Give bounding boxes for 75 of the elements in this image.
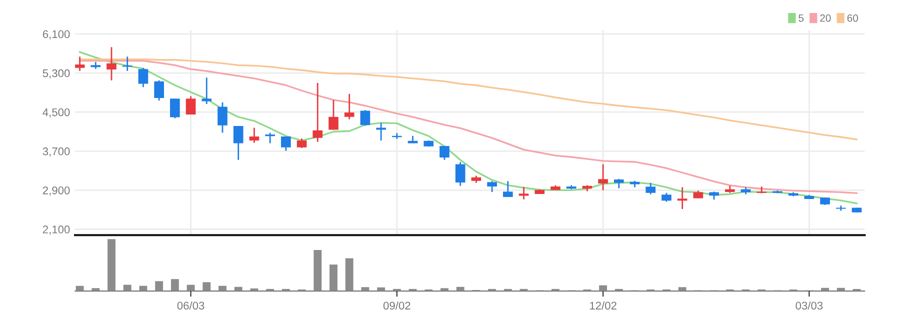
x-tick-label: 12/02 [590,301,616,310]
candlestick [455,161,466,187]
candlestick [344,93,354,120]
legend-label: 5 [798,14,804,22]
bar [836,288,845,292]
bar [345,258,354,292]
x-tick-label: 03/03 [796,301,823,310]
candlestick [186,96,196,116]
bar [440,288,448,292]
y-tick-label: 5,300 [42,69,70,78]
candlestick [376,122,386,142]
bar [392,288,401,292]
candlestick [249,127,260,144]
bar [552,288,560,292]
bar [139,286,148,292]
bar [314,250,322,292]
candlestick [202,76,212,105]
y-tick-label: 6,100 [42,30,70,40]
candlestick [614,178,624,189]
x-tick-label: 09/02 [383,301,410,310]
x-tick-label: 06/03 [177,301,204,310]
bar [282,288,290,292]
candlestick [518,186,529,200]
bar [361,287,370,292]
bar [377,287,386,292]
bar [852,288,861,292]
bar [108,239,116,292]
bar [123,284,132,292]
line-series [78,58,858,140]
y-tick-label: 2,900 [42,186,70,196]
candlestick [106,46,116,82]
bar [504,288,512,292]
y-tick-label: 4,500 [42,108,70,118]
bar [408,288,417,292]
candlestick [598,164,608,191]
bar [202,282,211,292]
y-tick-label: 3,700 [42,147,70,157]
candlestick [360,109,370,126]
candlestick [138,67,148,88]
candlestick [312,82,323,143]
bar [250,288,258,292]
y-tick-label: 2,100 [42,226,70,235]
candlestick [75,56,85,72]
candlestick [646,182,656,195]
legend-label: 20 [820,14,831,22]
bar [76,286,84,292]
bar [218,286,226,292]
bar [170,279,179,292]
bar [186,284,195,292]
candlestick [122,56,132,72]
candlestick [218,102,228,134]
bar [520,288,528,292]
candlestick [281,136,291,152]
bar [155,281,164,292]
candlestick [502,180,513,198]
bar [599,285,608,292]
candlestick [440,145,450,161]
bar [614,288,623,292]
candlestick [170,98,180,119]
bar [456,286,464,292]
candlestick [677,186,688,210]
bar [92,288,100,292]
bar [821,288,829,292]
candlestick [265,132,275,144]
bar [266,288,274,292]
bar [330,264,338,292]
bar [234,286,242,292]
candlestick [154,80,164,102]
candlestick [487,180,497,193]
bar [488,288,496,292]
candlestick [328,99,338,130]
candlestick [296,138,307,149]
candlestick [233,125,244,161]
legend-label: 60 [847,14,858,22]
bar [678,287,686,292]
